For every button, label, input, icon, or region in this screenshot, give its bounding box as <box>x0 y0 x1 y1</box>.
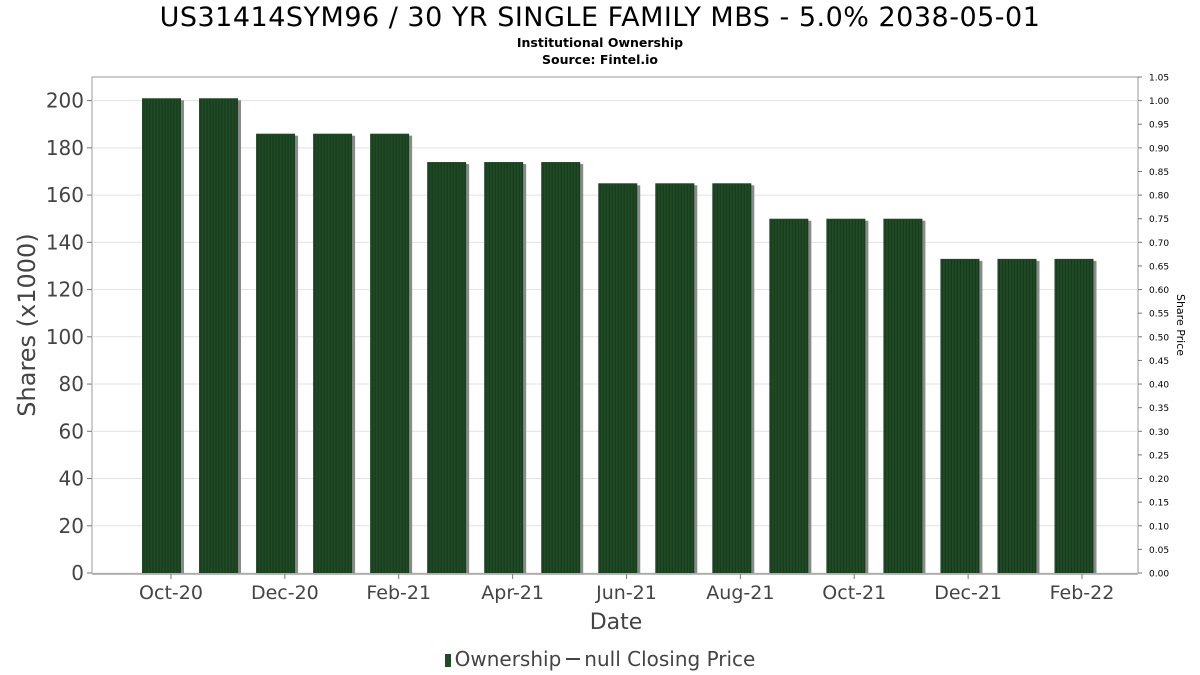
y2-tick-label: 0.75 <box>1149 215 1169 225</box>
y-tick-label: 80 <box>59 372 84 396</box>
legend: Ownership null Closing Price <box>0 647 1200 671</box>
y-tick-label: 120 <box>46 278 84 302</box>
y2-tick-label: 0.90 <box>1149 144 1169 154</box>
y2-tick-label: 0.95 <box>1149 121 1169 131</box>
chart-subtitle: Institutional Ownership <box>516 35 684 50</box>
x-tick-label: Feb-21 <box>366 582 431 604</box>
y2-tick-label: 0.50 <box>1149 333 1169 343</box>
x-tick-label: Apr-21 <box>481 582 544 604</box>
x-tick-label: Dec-21 <box>934 582 1002 604</box>
y2-tick-label: 0.20 <box>1149 475 1169 485</box>
y2-tick-label: 0.45 <box>1149 357 1169 367</box>
chart-title: US31414SYM96 / 30 YR SINGLE FAMILY MBS -… <box>159 2 1041 33</box>
x-tick-label: Jun-21 <box>595 582 657 604</box>
axes-layer: 0 20 40 60 80 100 120 140 160 180 200 0.00 0.05 0.10 0… <box>46 74 1170 605</box>
x-tick-label: Dec-20 <box>251 582 319 604</box>
y-tick-label: 100 <box>46 325 84 349</box>
x-tick-label: Oct-20 <box>139 582 203 604</box>
x-tick-label: Feb-22 <box>1050 582 1115 604</box>
legend-ownership-swatch <box>444 654 451 667</box>
y2-tick-label: 0.25 <box>1149 451 1169 461</box>
y2-tick-label: 0.15 <box>1149 499 1169 509</box>
bars-layer <box>142 98 1097 574</box>
y2-tick-label: 0.70 <box>1149 239 1169 249</box>
y2-tick-label: 0.85 <box>1149 168 1169 178</box>
legend-price-label: null Closing Price <box>584 647 756 671</box>
x-tick-label: Aug-21 <box>706 582 774 604</box>
y2-tick-label: 0.80 <box>1149 192 1169 202</box>
y-tick-label: 0 <box>71 561 84 585</box>
y-tick-label: 140 <box>46 230 84 254</box>
y2-tick-label: 0.00 <box>1149 570 1169 580</box>
y-tick-label: 200 <box>46 89 84 113</box>
y2-tick-label: 0.05 <box>1149 546 1169 556</box>
y-tick-label: 160 <box>46 183 84 207</box>
y2-tick-label: 0.65 <box>1149 262 1169 272</box>
y2-tick-label: 0.55 <box>1149 310 1169 320</box>
y-tick-label: 20 <box>59 514 84 538</box>
y2-tick-label: 0.60 <box>1149 286 1169 296</box>
y2-tick-label: 1.00 <box>1149 97 1169 107</box>
y2-tick-label: 1.05 <box>1149 74 1169 84</box>
x-axis-label: Date <box>590 610 643 635</box>
y-tick-label: 180 <box>46 136 84 160</box>
y2-tick-label: 0.35 <box>1149 404 1169 414</box>
x-tick-label: Oct-21 <box>822 582 886 604</box>
y2-axis-label: Share Price <box>1174 294 1187 356</box>
chart-source: Source: Fintel.io <box>542 52 658 67</box>
y2-tick-label: 0.10 <box>1149 522 1169 532</box>
legend-ownership-label: Ownership <box>454 647 562 671</box>
y-tick-label: 40 <box>59 467 84 491</box>
y-axis-label: Shares (x1000) <box>13 233 41 416</box>
y2-tick-label: 0.30 <box>1149 428 1169 438</box>
y2-tick-label: 0.40 <box>1149 381 1169 391</box>
legend-price-line <box>566 658 581 660</box>
y-tick-label: 60 <box>59 419 84 443</box>
